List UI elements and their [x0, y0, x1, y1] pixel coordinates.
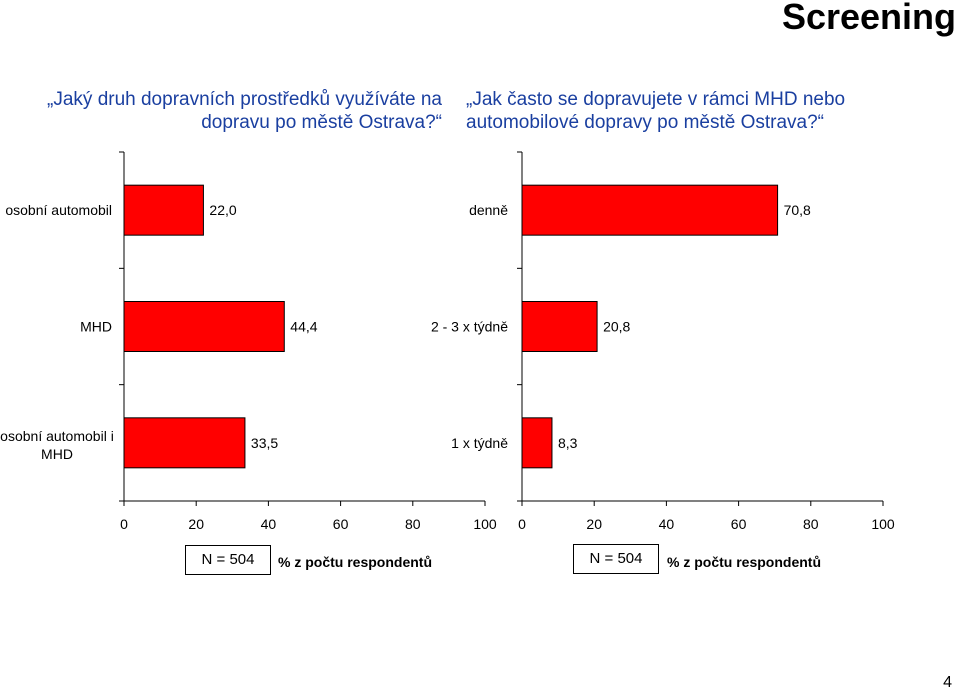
chart-2-value-label: 20,8 — [603, 319, 630, 335]
chart-2-bar — [521, 417, 553, 469]
chart-1-x-tick-label: 60 — [333, 516, 349, 532]
chart-2-category-label: denně — [469, 202, 508, 218]
chart-2-x-tick-label: 20 — [586, 516, 602, 532]
chart-1-x-tick-label: 100 — [473, 516, 497, 532]
chart-2-sample-size: N = 504 — [573, 544, 659, 574]
chart-2-x-tick-label: 0 — [518, 516, 526, 532]
chart-2-x-tick-label: 100 — [871, 516, 895, 532]
chart-2-title: „Jak často se dopravujete v rámci MHD ne… — [466, 89, 846, 133]
chart-1-sample-size: N = 504 — [185, 545, 271, 575]
chart-2-bar — [521, 184, 779, 236]
chart-2-axis-unit: % z počtu respondentů — [667, 554, 821, 570]
chart-2-x-tick-label: 40 — [659, 516, 675, 532]
chart-1-x-tick-label: 0 — [120, 516, 128, 532]
chart-1-bar — [123, 417, 246, 469]
chart-2-category-label: 1 x týdně — [451, 435, 508, 451]
chart-2-x-tick-label: 60 — [731, 516, 747, 532]
chart-2-bar — [521, 301, 598, 352]
chart-1-x-tick-label: 80 — [405, 516, 421, 532]
chart-1-value-label: 22,0 — [209, 202, 236, 218]
chart-1-category-label: MHD — [80, 319, 112, 335]
page-number: 4 — [943, 674, 952, 691]
slide-heading: Screening — [781, 0, 956, 37]
chart-1-value-label: 33,5 — [251, 435, 278, 451]
chart-2-category-label: 2 - 3 x týdně — [431, 319, 508, 335]
chart-2-value-label: 70,8 — [784, 202, 811, 218]
chart-2-x-tick-label: 80 — [803, 516, 819, 532]
chart-1-title: „Jaký druh dopravních prostředků využívá… — [47, 89, 442, 133]
chart-1-category-label: osobní automobil — [5, 202, 112, 218]
chart-1-bar — [123, 184, 204, 236]
chart-1-category-label: osobní automobil i — [0, 428, 114, 444]
chart-1-value-label: 44,4 — [290, 319, 317, 335]
chart-1-axis-unit: % z počtu respondentů — [278, 554, 432, 570]
chart-1-category-label-line2: MHD — [41, 446, 73, 462]
chart-1-x-tick-label: 40 — [261, 516, 277, 532]
chart-2-value-label: 8,3 — [558, 435, 578, 451]
chart-1-bar — [123, 301, 285, 352]
chart-1-x-tick-label: 20 — [188, 516, 204, 532]
